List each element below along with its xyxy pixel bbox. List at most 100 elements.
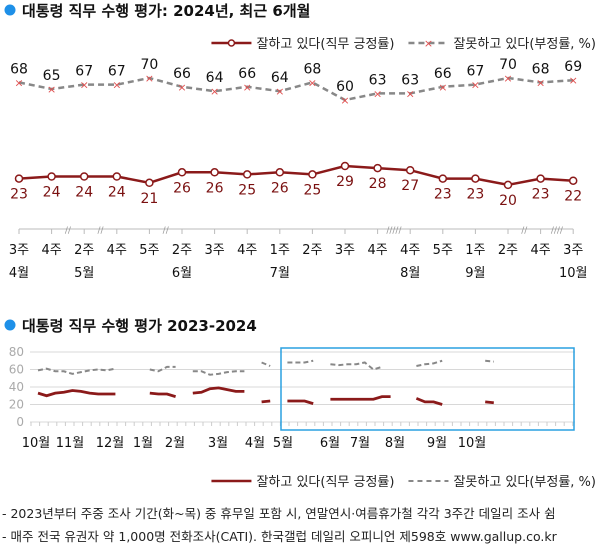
- positive-point: [536, 174, 545, 183]
- week-label: 4주: [530, 243, 550, 258]
- week-label: 2주: [302, 243, 322, 258]
- positive-point: [308, 170, 317, 179]
- month-label: 9월: [427, 436, 447, 451]
- positive-point: [471, 174, 480, 183]
- positive-data-label: 26: [173, 180, 191, 196]
- positive-line-segment: [415, 397, 443, 406]
- negative-point: ×: [14, 76, 23, 89]
- axis-break-mark: //: [163, 226, 170, 236]
- negative-point: ×: [340, 94, 349, 107]
- positive-line-segment: [485, 400, 494, 405]
- axis-break-mark: ////: [551, 226, 564, 236]
- negative-point: ×: [243, 81, 252, 94]
- x-marker-icon: ×: [424, 37, 433, 50]
- negative-data-label: 68: [303, 61, 321, 77]
- month-label: 7월: [270, 266, 290, 281]
- positive-data-label: 24: [43, 185, 61, 201]
- positive-data-label: 24: [75, 185, 93, 201]
- negative-data-label: 69: [564, 59, 582, 75]
- month-label: 3월: [208, 436, 228, 451]
- circle-marker-icon: [227, 39, 236, 47]
- legend-negative: 잘못하고 있다(부정률, %): [453, 475, 596, 490]
- month-label: 4월: [9, 266, 29, 281]
- y-tick-label: 0: [16, 415, 24, 429]
- negative-point: ×: [503, 72, 512, 85]
- week-label: 5주: [433, 243, 453, 258]
- month-label: 12월: [96, 436, 125, 451]
- y-tick-label: 20: [9, 398, 24, 412]
- negative-point: ×: [210, 85, 219, 98]
- month-label: 5월: [273, 436, 293, 451]
- positive-point: [210, 168, 219, 177]
- week-label: 1주: [270, 243, 290, 258]
- positive-data-label: 20: [499, 193, 517, 209]
- negative-line-segment: [37, 367, 116, 375]
- positive-point: [177, 168, 187, 177]
- negative-point: ×: [373, 87, 382, 100]
- month-label: 6월: [172, 266, 192, 281]
- positive-data-label: 27: [401, 178, 419, 194]
- negative-data-label: 70: [140, 57, 158, 73]
- legend-positive: 잘하고 있다(직무 긍정률): [256, 37, 394, 52]
- week-label: 2주: [172, 243, 192, 258]
- positive-data-label: 29: [336, 174, 354, 190]
- chart-title-top: 대통령 직무 수행 평가: 2024년, 최근 6개월: [22, 2, 310, 20]
- positive-point: [145, 178, 154, 188]
- axis-break-mark: //: [65, 226, 72, 236]
- negative-data-label: 67: [466, 64, 484, 80]
- positive-data-label: 21: [140, 191, 158, 207]
- month-label: 4월: [245, 436, 265, 451]
- positive-data-label: 23: [434, 187, 452, 203]
- positive-point: [405, 165, 415, 175]
- week-label: 4주: [107, 243, 127, 258]
- y-tick-label: 80: [9, 345, 24, 359]
- title-bullet-icon: [4, 319, 16, 331]
- negative-data-label: 68: [532, 61, 550, 77]
- legend-negative: 잘못하고 있다(부정률, %): [453, 37, 596, 52]
- month-label: 6월: [320, 436, 340, 451]
- negative-line-segment: [330, 361, 383, 371]
- positive-point: [112, 172, 122, 181]
- negative-data-label: 66: [434, 66, 452, 82]
- negative-point: ×: [177, 81, 186, 94]
- legend-bottom: 잘하고 있다(직무 긍정률) 잘못하고 있다(부정률, %): [211, 475, 596, 490]
- positive-point: [373, 163, 382, 173]
- negative-point: ×: [80, 79, 89, 92]
- positive-line-segment: [192, 386, 245, 395]
- chart-title-bottom: 대통령 직무 수행 평가 2023-2024: [22, 317, 257, 335]
- negative-point: ×: [275, 85, 284, 98]
- positive-point: [438, 174, 448, 183]
- week-label: 4주: [400, 243, 420, 258]
- positive-point: [242, 170, 252, 179]
- month-label: 2월: [165, 436, 185, 451]
- month-label: 10월: [22, 436, 51, 451]
- week-label: 1주: [465, 243, 485, 258]
- negative-data-label: 64: [271, 70, 289, 86]
- axis-break-mark: //: [521, 226, 528, 236]
- negative-line-segment: [192, 370, 245, 376]
- month-label: 1월: [133, 436, 153, 451]
- positive-point: [47, 172, 56, 181]
- positive-data-label: 23: [532, 187, 550, 203]
- negative-data-label: 66: [238, 66, 256, 82]
- positive-point: [14, 174, 24, 183]
- positive-data-label: 24: [108, 185, 126, 201]
- negative-data-label: 65: [43, 68, 61, 84]
- positive-line-segment: [37, 389, 116, 398]
- week-label: 3주: [204, 243, 224, 258]
- positive-data-label: 23: [466, 187, 484, 203]
- positive-data-label: 28: [369, 176, 387, 192]
- positive-data-label: 26: [206, 180, 224, 196]
- week-label: 4주: [367, 243, 387, 258]
- negative-point: ×: [569, 74, 578, 87]
- month-label: 10월: [559, 266, 588, 281]
- y-tick-label: 60: [9, 363, 24, 377]
- positive-line-segment: [261, 399, 271, 404]
- negative-point: ×: [406, 87, 415, 100]
- title-bullet-icon: [4, 4, 16, 16]
- legend-top: 잘하고 있다(직무 긍정률) × 잘못하고 있다(부정률, %): [211, 37, 596, 52]
- negative-line-segment: [416, 359, 443, 367]
- negative-line-segment: [261, 361, 271, 367]
